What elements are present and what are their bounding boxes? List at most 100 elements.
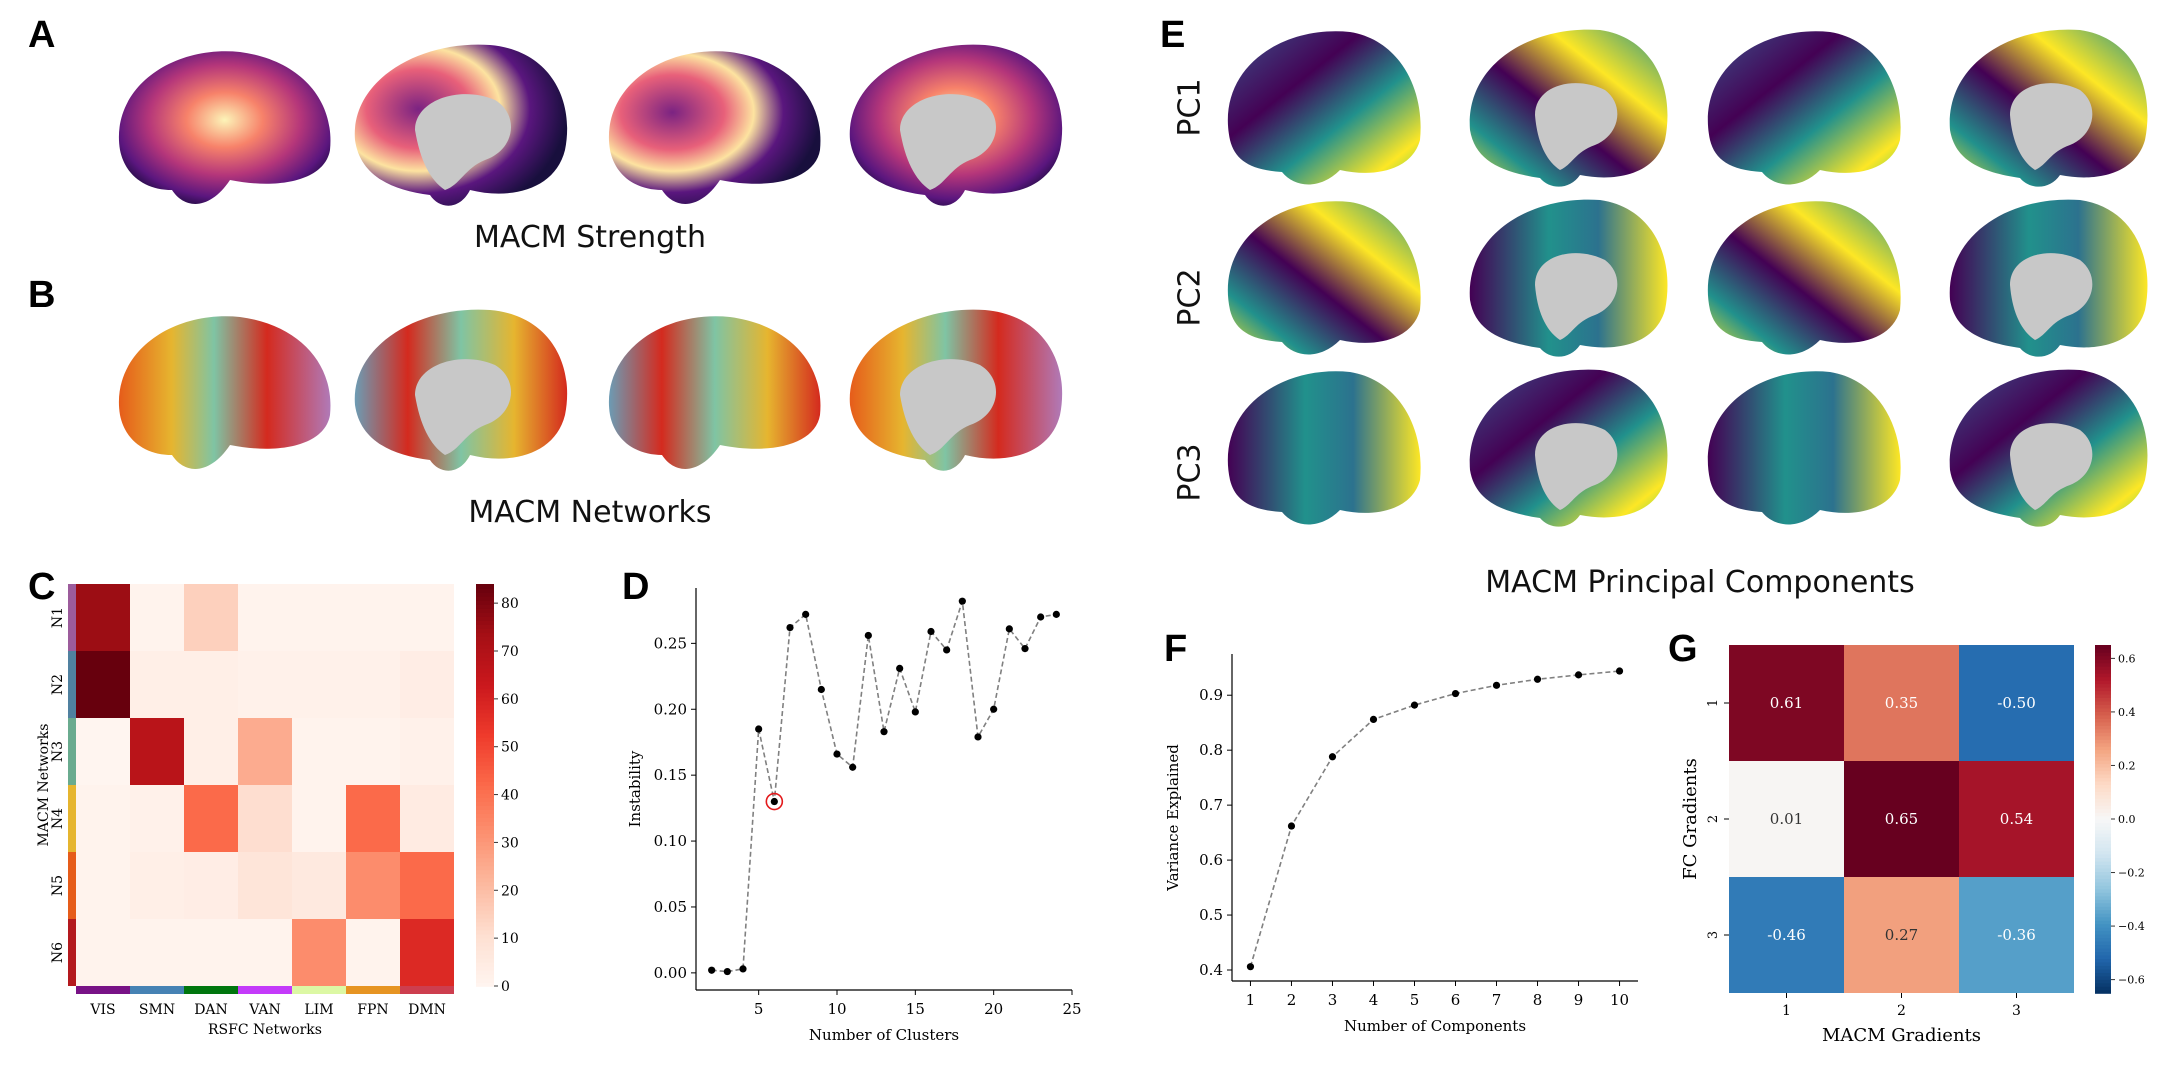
colorbar-segment [2095, 895, 2111, 900]
heatmap-cell [400, 584, 454, 651]
colorbar-segment [476, 977, 494, 983]
heatmap-cell [184, 651, 238, 718]
heatmap-cell [130, 584, 184, 651]
colorbar-segment [476, 865, 494, 871]
chart-g-correlation: 0.61 0.35 -0.500.01 0.65 0.54-0.46 0.27 -0.361… [1680, 645, 2145, 1046]
data-point [880, 728, 888, 736]
brain-right-medial-a [849, 44, 1063, 206]
y-tick-label: 0.20 [654, 700, 687, 718]
heatmap-cell [1729, 877, 1844, 993]
colorbar-segment [476, 604, 494, 609]
panel-e-brains [1227, 29, 2148, 527]
data-point [786, 623, 794, 632]
colorbar-segment [2095, 718, 2111, 723]
data-point [1287, 822, 1296, 830]
colorbar-segment [476, 841, 494, 847]
colorbar-segment [476, 624, 494, 630]
colorbar-segment [2095, 819, 2111, 824]
colorbar-segment [476, 592, 494, 597]
chart-f-variance: 0.4 0.5 0.6 0.7 0.8 0.9 1 2 3 4 5 6 7 8 9 10 Number of C… [1164, 654, 1638, 1035]
colorbar-segment [476, 672, 494, 678]
heatmap-cell [76, 651, 130, 718]
y-tick-label: N2 [50, 674, 66, 695]
colorbar-segment [476, 720, 494, 726]
colorbar-segment [2095, 892, 2111, 897]
colorbar-segment [476, 700, 494, 706]
colorbar-segment [2095, 846, 2111, 852]
colorbar-segment [2095, 672, 2111, 678]
data-point [896, 664, 904, 672]
x-tick-label: 20 [984, 1000, 1003, 1018]
colorbar-segment [476, 809, 494, 814]
heatmap-cell [400, 919, 454, 986]
colorbar-segment [2095, 658, 2111, 664]
x-tick-label: VAN [248, 1002, 281, 1018]
colorbar-segment [2095, 756, 2111, 761]
heatmap-cell [400, 852, 454, 919]
heatmap-cell [346, 718, 400, 785]
x-tick-label: 6 [1451, 991, 1461, 1009]
colorbar-segment [476, 949, 494, 955]
panel-letter-a: A [28, 14, 56, 56]
data-point [1574, 671, 1583, 679]
colorbar-tick-label: −0.2 [2118, 867, 2145, 880]
colorbar-segment [476, 921, 494, 927]
colorbar-segment [476, 744, 494, 750]
colorbar-segment [2095, 867, 2111, 872]
colorbar-segment [476, 776, 494, 782]
data-point [911, 708, 919, 716]
colorbar-segment [476, 668, 494, 674]
y-tick-label: 3 [1706, 931, 1721, 939]
colorbar-segment [2095, 944, 2111, 949]
colorbar-tick-label: −0.4 [2118, 920, 2145, 933]
y-axis-label: Variance Explained [1164, 744, 1182, 892]
heatmap-cell [1844, 645, 1959, 761]
heatmap-cell [76, 785, 130, 852]
colorbar-segment [2095, 989, 2111, 994]
colorbar-segment [2095, 961, 2111, 966]
colorbar-segment [2095, 707, 2111, 712]
y-axis-label: FC Gradients [1680, 758, 1701, 880]
colorbar-segment [476, 704, 494, 710]
colorbar-segment [2095, 919, 2111, 925]
heatmap-cell [346, 584, 400, 651]
y-tick-label: 0.00 [654, 964, 687, 982]
colorbar-segment [2095, 853, 2111, 859]
colorbar-segment [2095, 860, 2111, 866]
colorbar-segment [2095, 951, 2111, 956]
colorbar-segment [476, 612, 494, 617]
colorbar-segment [2095, 885, 2111, 890]
colorbar-segment [2095, 651, 2111, 657]
colorbar-segment [2095, 721, 2111, 726]
colorbar-tick-label: 0.0 [2118, 813, 2136, 826]
colorbar-segment [2095, 655, 2111, 660]
colorbar-tick-label: 50 [501, 740, 519, 756]
data-point [958, 597, 966, 605]
colorbar-segment [476, 696, 494, 702]
heatmap-cell [1959, 761, 2074, 877]
colorbar-segment [476, 853, 494, 859]
colorbar-segment [2095, 923, 2111, 928]
y-tick-label: 0.7 [1199, 796, 1223, 814]
colorbar-segment [476, 881, 494, 887]
colorbar-segment [476, 945, 494, 951]
colorbar-segment [2095, 763, 2111, 768]
y-tick-label: 1 [1706, 699, 1721, 707]
x-tick-label: 1 [1246, 991, 1256, 1009]
cell-value-label: 0.01 [1770, 810, 1803, 828]
chart-c-heatmap: N1 N2 N3 N4 N5 N6 VIS SMN DAN VAN LIM FPN DMN RSFC Ne… [36, 584, 519, 1038]
colorbar-segment [476, 961, 494, 967]
colorbar-segment [476, 801, 494, 806]
colorbar-segment [2095, 766, 2111, 772]
colorbar-segment [476, 941, 494, 947]
heatmap-cell [238, 919, 292, 986]
x-axis-label: Number of Components [1344, 1017, 1526, 1035]
y-tick-label: 2 [1706, 815, 1721, 823]
panel-letter-e: E [1160, 14, 1186, 56]
colorbar-segment [2095, 808, 2111, 813]
x-tick-label: 4 [1369, 991, 1379, 1009]
heatmap-cell [130, 785, 184, 852]
colorbar-tick-label: 10 [501, 931, 519, 947]
column-color-strip [238, 986, 292, 994]
x-tick-label: 10 [827, 1000, 846, 1018]
